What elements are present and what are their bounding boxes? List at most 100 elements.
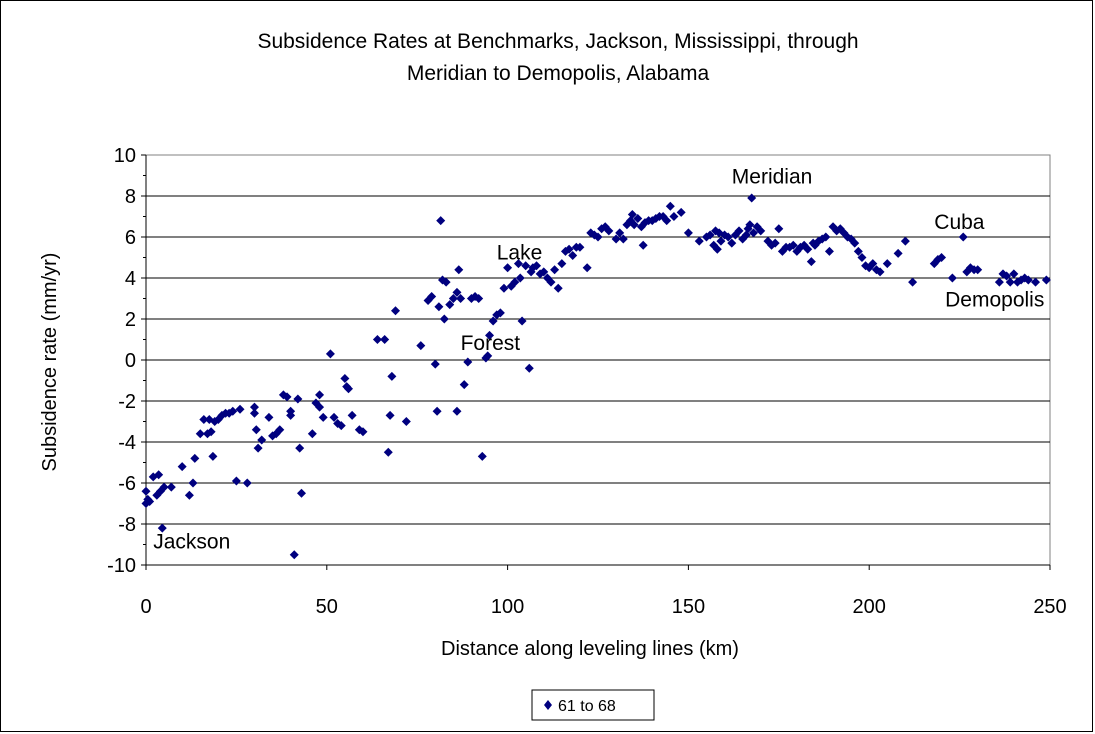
y-tick-labels: -10 -8 -6 -4 -2 0 2 4 6 8 10: [107, 145, 136, 577]
gridlines: [141, 154, 1051, 570]
x-tick-label: 250: [1033, 596, 1066, 618]
data-point: [177, 462, 187, 472]
data-point: [430, 359, 440, 369]
data-point: [1009, 269, 1019, 279]
data-point: [380, 335, 390, 344]
data-point: [723, 232, 733, 242]
x-axis-label: Distance along leveling lines (km): [441, 638, 739, 660]
data-point: [282, 392, 292, 402]
data-point: [385, 410, 395, 420]
data-point: [249, 408, 259, 418]
data-point: [557, 259, 567, 269]
data-point: [452, 406, 462, 416]
data-point: [515, 273, 525, 283]
data-point: [900, 236, 910, 246]
data-point: [391, 306, 401, 316]
data-point: [188, 478, 198, 488]
data-point: [564, 244, 574, 254]
data-point: [199, 414, 209, 424]
data-point: [289, 550, 299, 560]
data-point: [454, 265, 464, 275]
data-point: [235, 404, 245, 414]
data-point: [251, 425, 261, 435]
data-point: [1023, 275, 1033, 285]
annotation-label: Lake: [497, 242, 543, 265]
data-point: [315, 402, 325, 412]
data-point: [853, 246, 863, 256]
data-point: [513, 259, 523, 269]
legend: 61 to 68: [531, 689, 655, 721]
data-point: [618, 234, 628, 244]
x-tick-label: 150: [672, 596, 705, 618]
x-tick-label: 0: [140, 596, 151, 618]
data-point: [532, 261, 542, 271]
data-point: [593, 232, 603, 242]
y-tick-label: 10: [114, 145, 136, 167]
data-point: [340, 373, 350, 383]
data-point: [882, 259, 892, 269]
data-point: [264, 412, 274, 422]
annotation-label: Cuba: [934, 211, 985, 234]
data-point: [383, 447, 393, 457]
data-point: [774, 224, 784, 234]
data-point: [184, 490, 194, 500]
data-point: [315, 390, 325, 400]
data-point: [1002, 271, 1012, 281]
data-point: [747, 193, 757, 203]
data-point: [727, 238, 737, 248]
data-point: [145, 496, 155, 506]
data-point: [850, 238, 860, 248]
data-point: [436, 216, 446, 226]
data-point: [973, 265, 983, 275]
data-point: [770, 238, 780, 248]
data-point: [857, 253, 867, 262]
data-point: [347, 410, 357, 420]
data-point: [432, 406, 442, 416]
y-tick-label: 4: [125, 268, 136, 290]
data-point: [546, 277, 556, 287]
scatter-points: [141, 193, 1051, 560]
y-axis-label: Subsidence rate (mm/yr): [39, 253, 61, 472]
data-point: [947, 273, 957, 283]
x-tick-labels: 0 50 100 150 200 250: [140, 596, 1066, 618]
data-point: [716, 236, 726, 246]
data-point: [683, 228, 693, 238]
data-point: [517, 316, 527, 326]
data-point: [307, 429, 317, 439]
data-point: [510, 277, 520, 287]
data-point: [434, 302, 444, 312]
y-tick-label: -4: [118, 432, 136, 454]
data-point: [550, 265, 560, 275]
data-point: [448, 294, 458, 303]
data-point: [401, 417, 411, 426]
data-point: [524, 363, 534, 373]
data-point: [286, 410, 296, 420]
data-point: [293, 394, 303, 404]
data-point: [318, 412, 328, 422]
chart-title-line-1: Subsidence Rates at Benchmarks, Jackson,…: [257, 30, 858, 53]
data-point: [665, 201, 675, 211]
data-point: [893, 248, 903, 258]
legend-label: 61 to 68: [558, 698, 616, 715]
data-point: [615, 228, 625, 238]
y-tick-label: -8: [118, 514, 136, 536]
data-point: [387, 371, 397, 381]
data-point: [190, 453, 200, 463]
data-point: [1005, 277, 1015, 287]
data-point: [439, 314, 449, 324]
data-point: [937, 253, 947, 262]
data-point: [296, 488, 306, 498]
y-tick-label: 6: [125, 227, 136, 249]
data-point: [669, 212, 679, 221]
y-tick-label: -10: [107, 555, 136, 577]
x-tick-label: 200: [853, 596, 886, 618]
data-point: [521, 261, 531, 271]
data-point: [908, 277, 918, 287]
data-point: [336, 421, 346, 431]
data-point: [705, 230, 715, 240]
data-point: [166, 482, 176, 492]
data-point: [343, 384, 353, 394]
data-point: [748, 228, 758, 238]
data-point: [824, 246, 834, 256]
